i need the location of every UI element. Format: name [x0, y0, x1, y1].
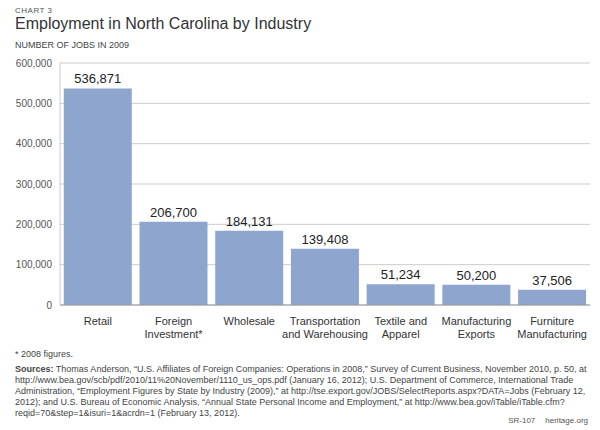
- svg-text:200,000: 200,000: [16, 219, 53, 230]
- html-text:NUMBER OF JOBS IN 2009: NUMBER OF JOBS IN 2009: [15, 40, 129, 50]
- svg-text:184,131: 184,131: [226, 214, 273, 229]
- svg-text:100,000: 100,000: [16, 259, 53, 270]
- svg-text:Transportationand Warehousing: Transportationand Warehousing: [282, 315, 368, 340]
- svg-text:ForeignInvestment*: ForeignInvestment*: [145, 315, 204, 340]
- svg-text:Wholesale: Wholesale: [224, 315, 275, 327]
- html-text:Sources: Thomas Anderson, “U.S: Sources: Thomas Anderson, “U.S. Affiliat…: [15, 364, 587, 418]
- svg-text:FurnitureManufacturing: FurnitureManufacturing: [517, 315, 587, 340]
- svg-text:300,000: 300,000: [16, 179, 53, 190]
- svg-text:139,408: 139,408: [301, 232, 348, 247]
- svg-text:37,506: 37,506: [532, 273, 572, 288]
- svg-text:51,234: 51,234: [381, 267, 421, 282]
- svg-text:0: 0: [46, 300, 52, 311]
- html-text:* 2008 figures.: * 2008 figures.: [15, 349, 73, 359]
- html-text:Employment in North Carolina b: Employment in North Carolina by Industry: [15, 15, 312, 32]
- html-text:heritage.org: heritage.org: [545, 416, 588, 425]
- svg-text:Retail: Retail: [84, 315, 112, 327]
- svg-text:400,000: 400,000: [16, 138, 53, 149]
- svg-text:600,000: 600,000: [16, 58, 53, 69]
- svg-text:536,871: 536,871: [74, 71, 121, 86]
- svg-text:206,700: 206,700: [150, 205, 197, 220]
- svg-text:Textile andApparel: Textile andApparel: [374, 315, 427, 340]
- svg-text:50,200: 50,200: [456, 268, 496, 283]
- svg-text:ManufacturingExports: ManufacturingExports: [442, 315, 512, 340]
- svg-text:500,000: 500,000: [16, 98, 53, 109]
- html-text:CHART 3: CHART 3: [15, 6, 53, 15]
- html-text:SR-107: SR-107: [508, 416, 536, 425]
